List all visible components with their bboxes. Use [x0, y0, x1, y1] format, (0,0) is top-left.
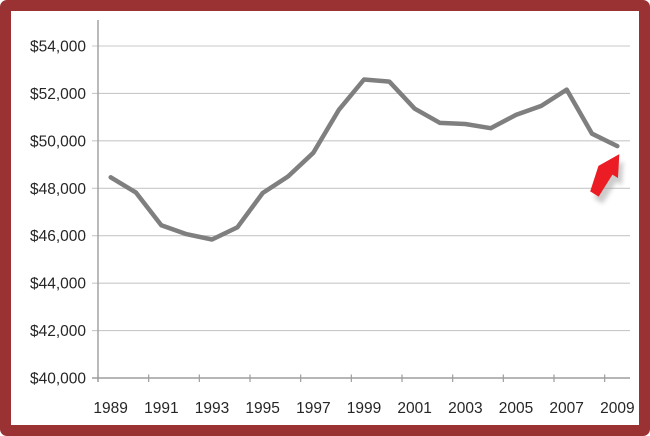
- x-axis-tick-label: 2003: [448, 400, 482, 417]
- y-axis-tick-label: $44,000: [30, 276, 86, 293]
- x-axis-tick-label: 2005: [499, 400, 533, 417]
- x-axis-tick-label: 2007: [549, 400, 583, 417]
- x-axis-tick-label: 1999: [347, 400, 381, 417]
- x-axis-tick-label: 1991: [144, 400, 178, 417]
- y-axis-tick-label: $48,000: [30, 181, 86, 198]
- red-arrow-icon: [590, 154, 620, 197]
- x-axis-tick-label: 1997: [296, 400, 330, 417]
- y-axis-tick-label: $54,000: [30, 39, 86, 56]
- y-axis-tick-label: $40,000: [30, 371, 86, 388]
- y-axis-tick-label: $42,000: [30, 323, 86, 340]
- x-axis-tick-label: 2009: [600, 400, 634, 417]
- x-axis-tick-label: 1993: [195, 400, 229, 417]
- income-line-series: [108, 77, 620, 242]
- x-axis-tick-label: 1989: [93, 400, 127, 417]
- x-axis-tick-label: 2001: [397, 400, 431, 417]
- y-axis-tick-label: $52,000: [30, 86, 86, 103]
- y-axis-tick-label: $46,000: [30, 228, 86, 245]
- y-axis-tick-label: $50,000: [30, 133, 86, 150]
- x-axis-tick-label: 1995: [245, 400, 279, 417]
